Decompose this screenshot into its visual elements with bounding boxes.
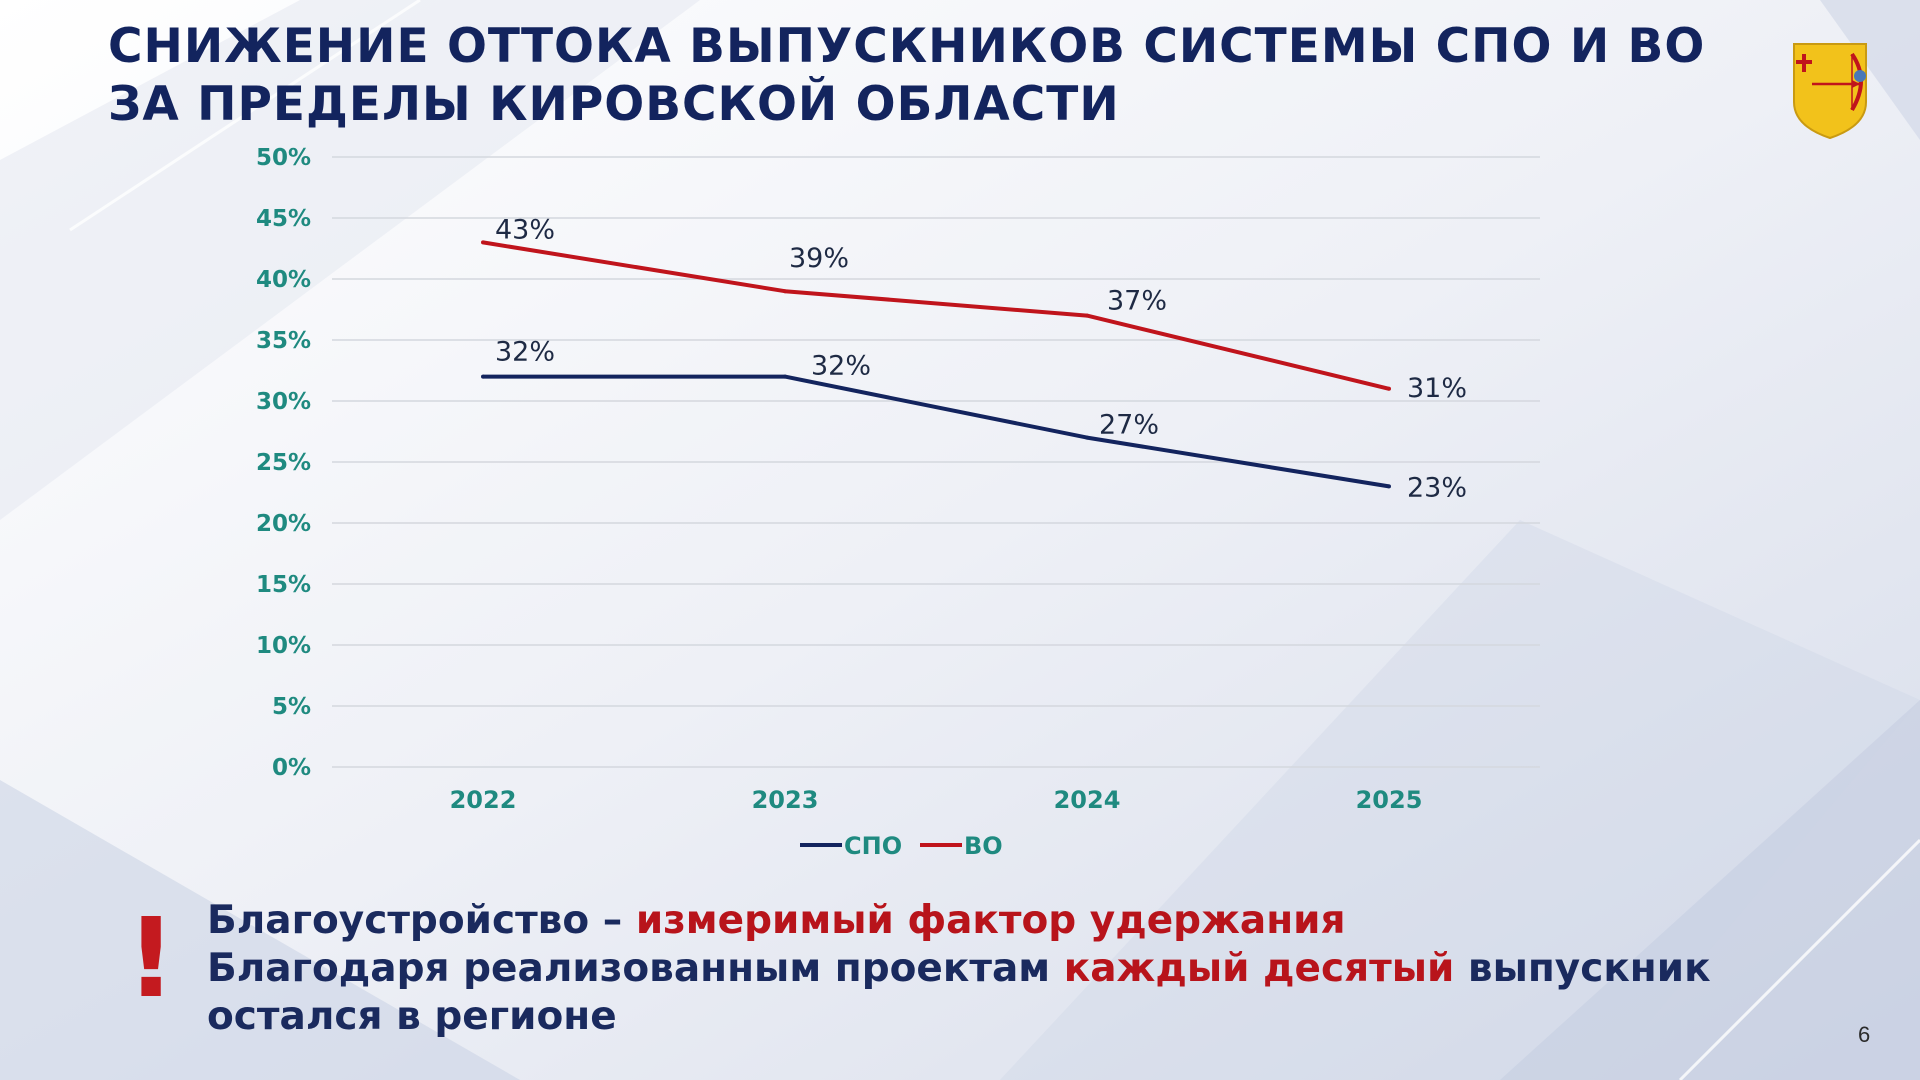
data-point bbox=[1085, 435, 1089, 440]
data-label: 27% bbox=[1099, 410, 1159, 441]
kirov-coat-of-arms-icon bbox=[1793, 43, 1867, 140]
data-label: 39% bbox=[789, 243, 849, 274]
page-number: 6 bbox=[1858, 1022, 1871, 1047]
data-point bbox=[1387, 484, 1391, 489]
x-tick-label: 2025 bbox=[1356, 786, 1423, 814]
data-point bbox=[1085, 313, 1089, 318]
y-tick-label: 50% bbox=[256, 145, 311, 171]
y-tick-label: 10% bbox=[256, 633, 311, 659]
note-line-2-tail: выпускник bbox=[1454, 946, 1711, 991]
y-tick-label: 35% bbox=[256, 328, 311, 354]
data-point bbox=[783, 289, 787, 294]
x-tick-label: 2022 bbox=[450, 786, 517, 814]
slide-title-line2: ЗА ПРЕДЕЛЫ КИРОВСКОЙ ОБЛАСТИ bbox=[108, 77, 1120, 132]
data-label: 31% bbox=[1407, 373, 1467, 404]
data-label: 32% bbox=[495, 337, 555, 368]
y-tick-label: 40% bbox=[256, 267, 311, 293]
data-point bbox=[481, 374, 485, 379]
y-tick-label: 45% bbox=[256, 206, 311, 232]
y-tick-label: 20% bbox=[256, 511, 311, 537]
y-tick-label: 30% bbox=[256, 389, 311, 415]
y-tick-label: 25% bbox=[256, 450, 311, 476]
data-point bbox=[481, 240, 485, 245]
note-line-2-text: Благодаря реализованным проектам bbox=[207, 946, 1064, 991]
data-label: 37% bbox=[1107, 286, 1167, 317]
note-line-2: Благодаря реализованным проектам каждый … bbox=[207, 945, 1711, 993]
note-line-1: Благоустройство – измеримый фактор удерж… bbox=[207, 897, 1711, 945]
legend-label: ВО bbox=[964, 832, 1003, 860]
data-label: 23% bbox=[1407, 472, 1467, 503]
x-tick-label: 2023 bbox=[752, 786, 819, 814]
conclusion-note: Благоустройство – измеримый фактор удерж… bbox=[207, 897, 1711, 1041]
series-line-spo bbox=[483, 374, 1390, 489]
y-tick-label: 15% bbox=[256, 572, 311, 598]
legend-label: СПО bbox=[844, 832, 902, 860]
data-point bbox=[783, 374, 787, 379]
note-line-1-text: Благоустройство – bbox=[207, 898, 636, 943]
data-point bbox=[1387, 386, 1391, 391]
exclamation-mark: ! bbox=[126, 894, 177, 1022]
note-line-3: остался в регионе bbox=[207, 994, 617, 1039]
x-tick-label: 2024 bbox=[1054, 786, 1121, 814]
note-line-2-highlight: каждый десятый bbox=[1063, 946, 1455, 991]
data-label: 32% bbox=[811, 351, 871, 382]
note-line-1-highlight: измеримый фактор удержания bbox=[635, 898, 1346, 943]
slide-title-line1: СНИЖЕНИЕ ОТТОКА ВЫПУСКНИКОВ СИСТЕМЫ СПО … bbox=[108, 19, 1706, 74]
y-tick-label: 0% bbox=[272, 755, 311, 781]
series-line-vo bbox=[482, 240, 1390, 391]
y-tick-label: 5% bbox=[272, 694, 311, 720]
data-label: 43% bbox=[495, 214, 555, 245]
slide-title: СНИЖЕНИЕ ОТТОКА ВЫПУСКНИКОВ СИСТЕМЫ СПО … bbox=[108, 18, 1748, 134]
